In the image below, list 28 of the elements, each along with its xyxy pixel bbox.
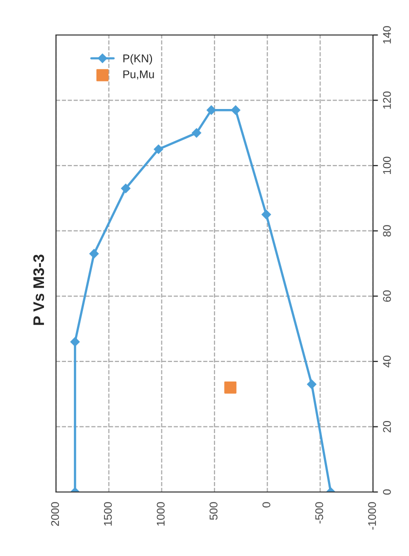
x-tick-label: 0 [262,502,270,508]
x-tick-label: -1000 [368,502,376,530]
y-tick-label: 80 [383,225,391,237]
point [192,128,202,138]
x-tick-label: 1500 [104,502,112,526]
y-tick-label: 0 [383,489,391,495]
y-tick-label: 60 [383,290,391,302]
x-tick-label: -500 [315,502,324,524]
x-tick-label: 2000 [51,502,59,526]
y-tick-label: 40 [383,356,391,368]
point [231,105,240,115]
point [262,210,271,220]
legend-label: Pu,Mu [123,70,154,80]
y-tick-label: 120 [383,91,391,109]
point [206,105,216,115]
legend-label: P(KN) [123,54,152,64]
y-tick-label: 100 [383,156,391,174]
point [89,249,99,258]
text: P Vs M3-3 [33,254,44,325]
y-tick-label: 20 [383,420,391,432]
x-tick-label: 1000 [156,502,165,526]
x-tick-label: 500 [210,502,218,520]
point [70,337,80,346]
point [307,380,316,389]
point [121,184,130,194]
y-tick-label: 140 [383,26,391,44]
point [224,381,236,394]
point [154,144,164,154]
